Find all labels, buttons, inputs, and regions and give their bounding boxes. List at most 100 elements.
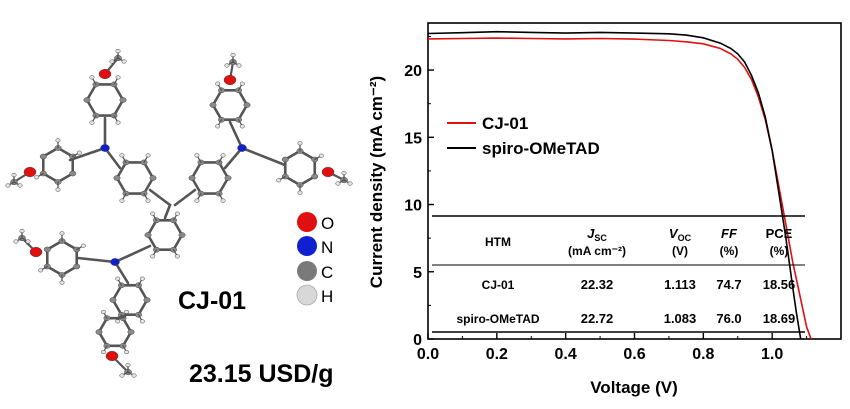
carbon-atom: [43, 246, 51, 253]
carbon-atom: [149, 175, 157, 181]
bond: [103, 146, 122, 170]
table-cell: 22.72: [581, 311, 614, 326]
jv-curve-spiro: [427, 30, 802, 340]
carbon-atom: [39, 153, 47, 160]
atom-legend-h-label: H: [321, 287, 333, 306]
legend-label-cj01: CJ-01: [482, 114, 528, 133]
hydrogen-atom: [150, 254, 156, 259]
jv-curve-cj01: [427, 37, 812, 340]
atom-legend-h-sphere: [296, 284, 318, 306]
hydrogen-atom: [131, 373, 137, 378]
table-header-ff-units: (%): [720, 244, 739, 258]
hydrogen-atom: [145, 198, 151, 203]
hydrogen-atom: [124, 309, 130, 314]
oxygen-atom: [98, 68, 112, 80]
nitrogen-atom: [100, 144, 110, 152]
oxygen-atom: [321, 166, 335, 178]
table-header-pce: PCE: [766, 226, 793, 241]
carbon-atom: [113, 175, 121, 181]
oxygen-atom: [223, 74, 237, 86]
hydrogen-atom: [174, 211, 180, 216]
oxygen-atom: [105, 350, 119, 362]
table-header-ff: FF: [721, 226, 738, 241]
hydrogen-atom: [100, 309, 106, 314]
y-tick-label: 0: [413, 332, 422, 349]
hydrogen-atom: [121, 59, 127, 64]
bond: [76, 256, 117, 264]
table-cell: 76.0: [716, 311, 741, 326]
carbon-atom: [178, 232, 186, 238]
x-axis: 0.0 0.2 0.4 0.6 0.8 1.0: [417, 333, 808, 363]
table-cell: 1.083: [664, 311, 697, 326]
hydrogen-atom: [224, 63, 230, 68]
hydrogen-atom: [125, 362, 131, 368]
x-tick-label: 0.0: [417, 346, 439, 363]
table-cell: 18.69: [763, 311, 796, 326]
hydrogen-atom: [13, 239, 19, 244]
hydrogen-atom: [59, 231, 65, 236]
hydrogen-atom: [115, 276, 121, 281]
hydrogen-atom: [59, 280, 65, 285]
hydrogen-atom: [115, 75, 121, 80]
hydrogen-atom: [11, 172, 17, 178]
table-header-voc: VOC: [669, 226, 692, 243]
hydrogen-atom: [347, 181, 353, 186]
bond: [148, 188, 172, 207]
hydrogen-atom: [194, 198, 200, 203]
jv-curves: [427, 30, 812, 340]
hydrogen-atom: [150, 211, 156, 216]
chart-legend: CJ-01 spiro-OMeTAD: [447, 114, 600, 158]
molecule-structure: [5, 48, 353, 378]
bond: [173, 188, 197, 207]
hydrogen-atom: [115, 120, 121, 125]
hydrogen-atom: [335, 181, 341, 186]
hydrogen-atom: [89, 75, 95, 80]
hydrogen-atom: [174, 254, 180, 259]
atom-legend-c-sphere: [297, 261, 317, 281]
hydrogen-atom: [297, 190, 303, 195]
molecule-name: CJ-01: [178, 287, 246, 315]
hydrogen-atom: [230, 52, 236, 58]
carbon-atom: [119, 97, 127, 103]
hydrogen-atom: [276, 178, 282, 183]
y-tick-label: 5: [413, 265, 422, 282]
legend-label-spiro: spiro-OMeTAD: [482, 139, 600, 158]
hydrogen-atom: [194, 153, 200, 158]
atom-legend-c-label: C: [321, 263, 333, 282]
carbon-atom: [83, 97, 91, 103]
voc-subscript: OC: [678, 233, 692, 243]
hydrogen-atom: [220, 153, 226, 158]
bond: [113, 260, 130, 285]
hydrogen-atom: [341, 170, 347, 176]
hydrogen-atom: [89, 120, 95, 125]
x-tick-label: 0.2: [486, 346, 508, 363]
carbon-atom: [127, 329, 135, 335]
bond: [240, 146, 287, 167]
hydrogen-atom: [55, 138, 61, 143]
oxygen-atom: [29, 246, 43, 258]
nitrogen-atom: [110, 258, 120, 266]
hydrogen-atom: [100, 350, 106, 355]
hydrogen-atom: [236, 63, 242, 68]
hydrogen-atom: [119, 198, 125, 203]
hydrogen-atom: [5, 183, 11, 188]
bond: [163, 203, 172, 220]
x-tick-label: 0.8: [692, 346, 714, 363]
photovoltaic-parameters-table: HTM JSC (mA cm⁻²) VOC (V) FF (%) PCE (%)…: [432, 215, 805, 333]
hydrogen-atom: [297, 141, 303, 146]
table-cell: spiro-OMeTAD: [456, 312, 539, 326]
table-header-htm: HTM: [485, 235, 511, 249]
table-cell: 74.7: [716, 277, 741, 292]
bond: [68, 146, 107, 162]
hydrogen-atom: [109, 59, 115, 64]
hydrogen-atom: [76, 150, 82, 155]
hydrogen-atom: [80, 243, 86, 248]
hydrogen-atom: [55, 187, 61, 192]
carbon-atom: [209, 102, 217, 108]
table-header-jsc: JSC: [587, 226, 607, 243]
carbon-atom: [143, 297, 151, 303]
jv-chart: 0 5 10 15 20 0.0 0.2 0.4 0.6 0.8 1.0 Current dens…: [367, 22, 842, 397]
carbon-atom: [69, 170, 77, 177]
hydrogen-atom: [220, 198, 226, 203]
